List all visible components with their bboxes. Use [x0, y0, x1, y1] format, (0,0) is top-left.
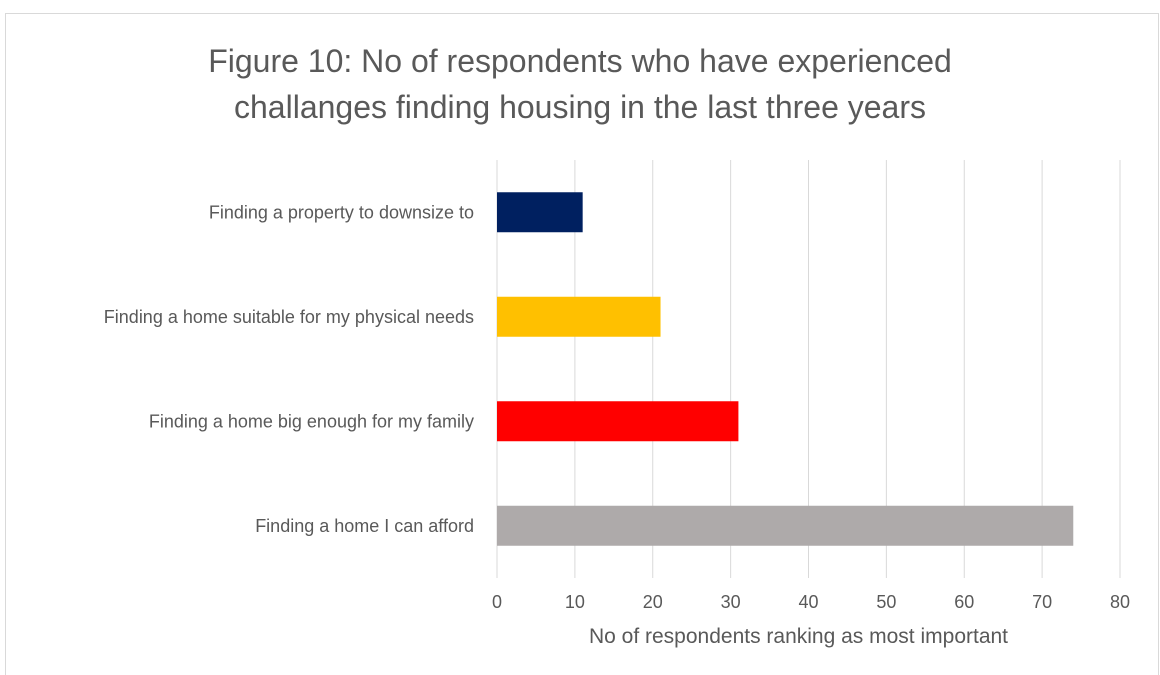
bars [497, 192, 1074, 546]
bar-3 [497, 401, 739, 442]
chart-frame [5, 13, 1159, 675]
x-tick-label: 20 [643, 592, 663, 612]
chart-title: Figure 10: No of respondents who have ex… [80, 38, 1080, 130]
x-tick-label: 50 [876, 592, 896, 612]
category-label: Finding a home I can afford [255, 516, 474, 536]
category-label: Finding a property to downsize to [209, 202, 474, 222]
x-tick-label: 70 [1032, 592, 1052, 612]
x-tick-label: 10 [565, 592, 585, 612]
x-tick-label: 60 [954, 592, 974, 612]
x-tick-label: 80 [1110, 592, 1130, 612]
x-tick-labels: 0 10 20 30 40 50 60 70 80 [492, 592, 1130, 612]
x-tick-label: 0 [492, 592, 502, 612]
x-axis-title: No of respondents ranking as most import… [589, 625, 1008, 648]
chart-title-line-1: Figure 10: No of respondents who have ex… [208, 43, 952, 79]
category-label: Finding a home big enough for my family [149, 411, 474, 431]
x-tick-label: 30 [721, 592, 741, 612]
bar-2 [497, 296, 661, 337]
x-tick-label: 40 [798, 592, 818, 612]
category-label: Finding a home suitable for my physical … [104, 307, 474, 327]
bar-4 [497, 505, 1074, 546]
bar-1 [497, 192, 583, 233]
chart-title-line-2: challanges finding housing in the last t… [234, 89, 926, 125]
category-labels: Finding a property to downsize to Finding… [104, 202, 474, 536]
